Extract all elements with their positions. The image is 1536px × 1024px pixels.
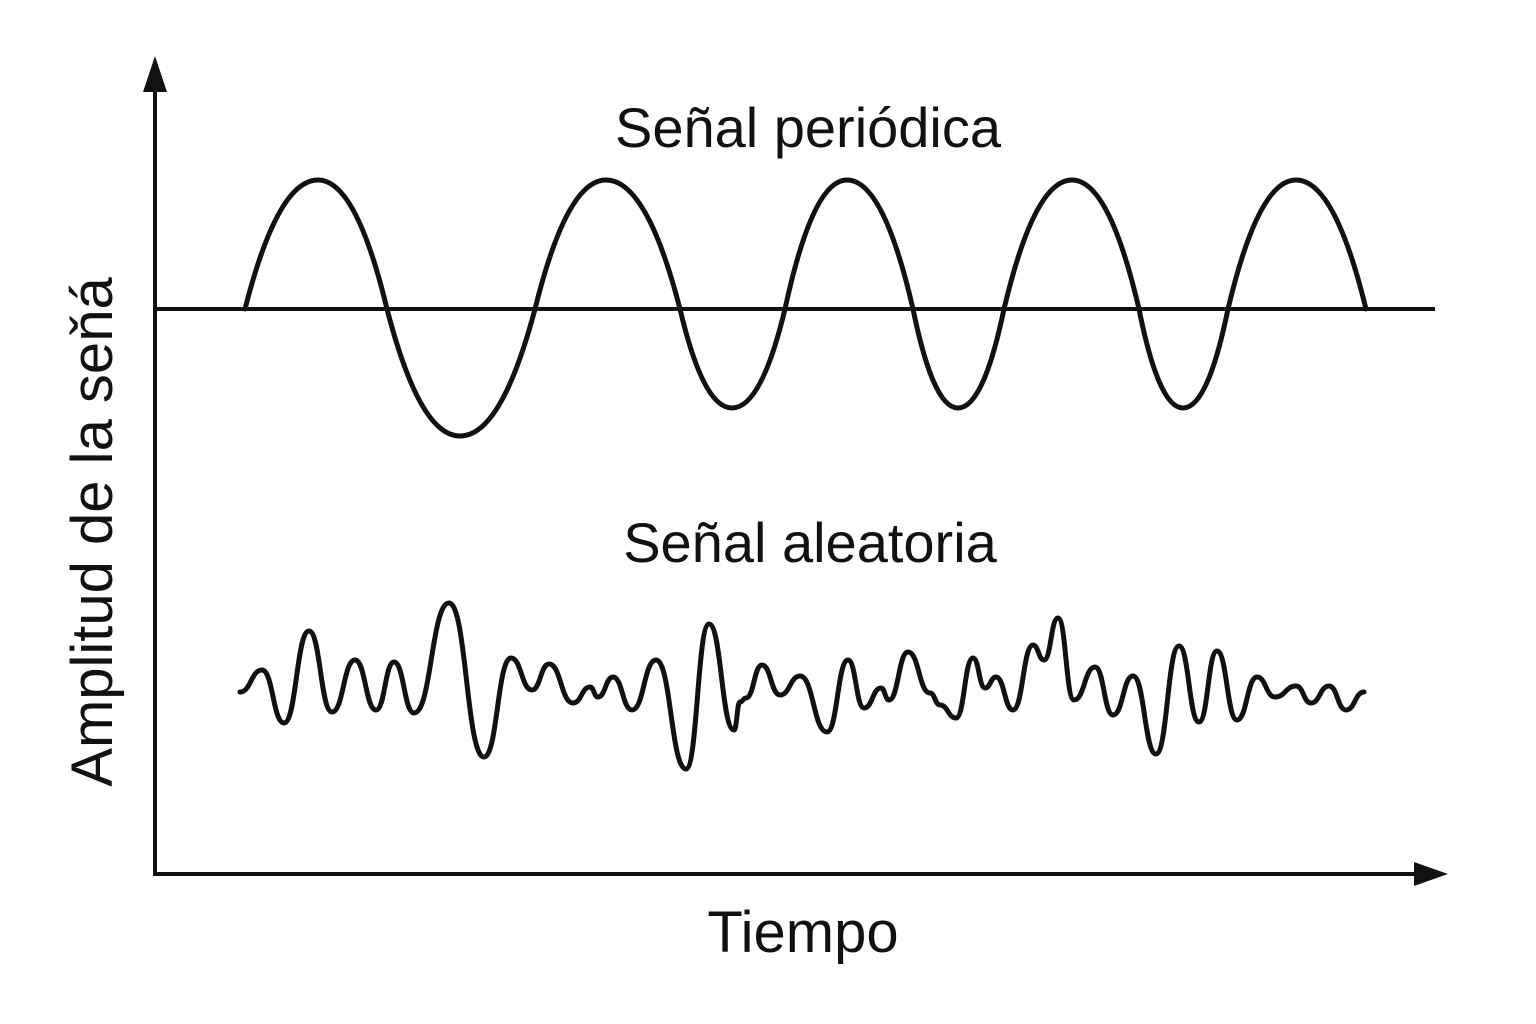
y-axis-arrow-icon bbox=[143, 56, 167, 92]
random-title: Señal aleatoria bbox=[623, 511, 997, 574]
x-axis-label: Tiempo bbox=[707, 900, 898, 965]
random-wave bbox=[237, 600, 1367, 772]
x-axis-arrow-icon bbox=[1414, 862, 1448, 886]
periodic-title: Señal periódica bbox=[615, 96, 1002, 159]
periodic-wave bbox=[242, 177, 1369, 439]
y-axis-label: Amplitud de la seňá bbox=[60, 277, 125, 787]
